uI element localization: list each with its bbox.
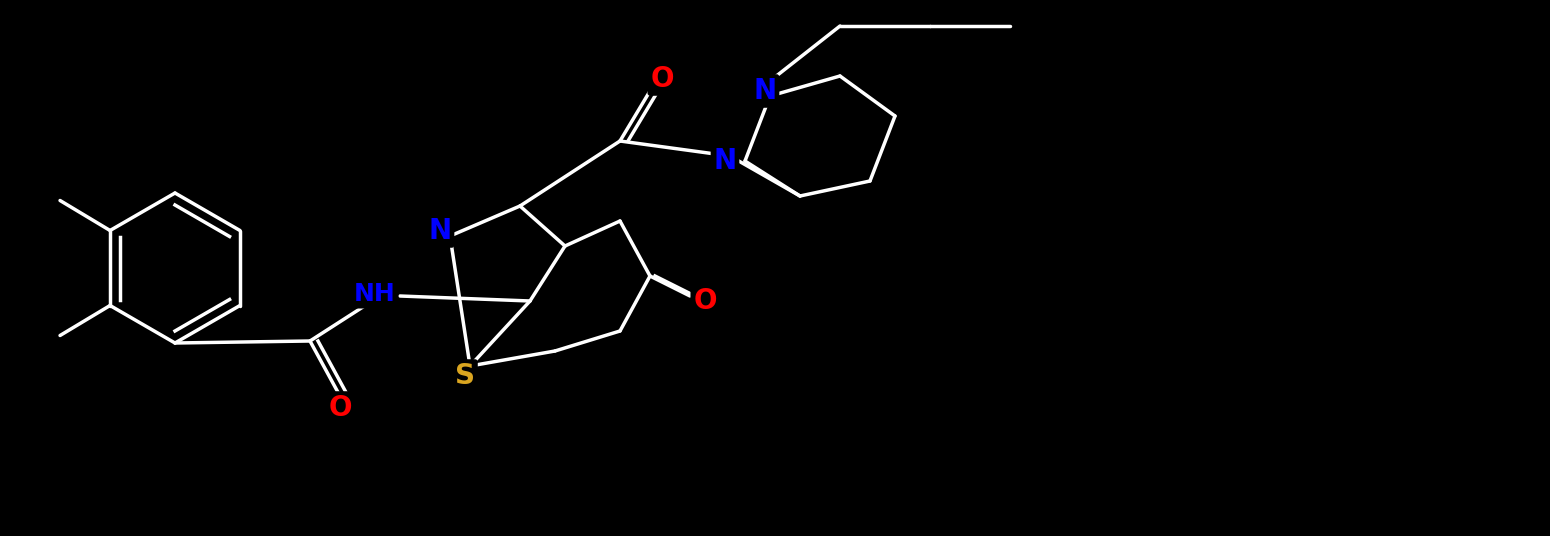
Text: O: O <box>693 287 716 315</box>
Text: S: S <box>456 362 474 390</box>
Text: N: N <box>753 77 777 105</box>
Text: N: N <box>713 147 736 175</box>
Text: N: N <box>428 217 451 245</box>
Text: O: O <box>329 394 352 422</box>
Text: O: O <box>651 65 674 93</box>
Text: NH: NH <box>353 282 395 306</box>
